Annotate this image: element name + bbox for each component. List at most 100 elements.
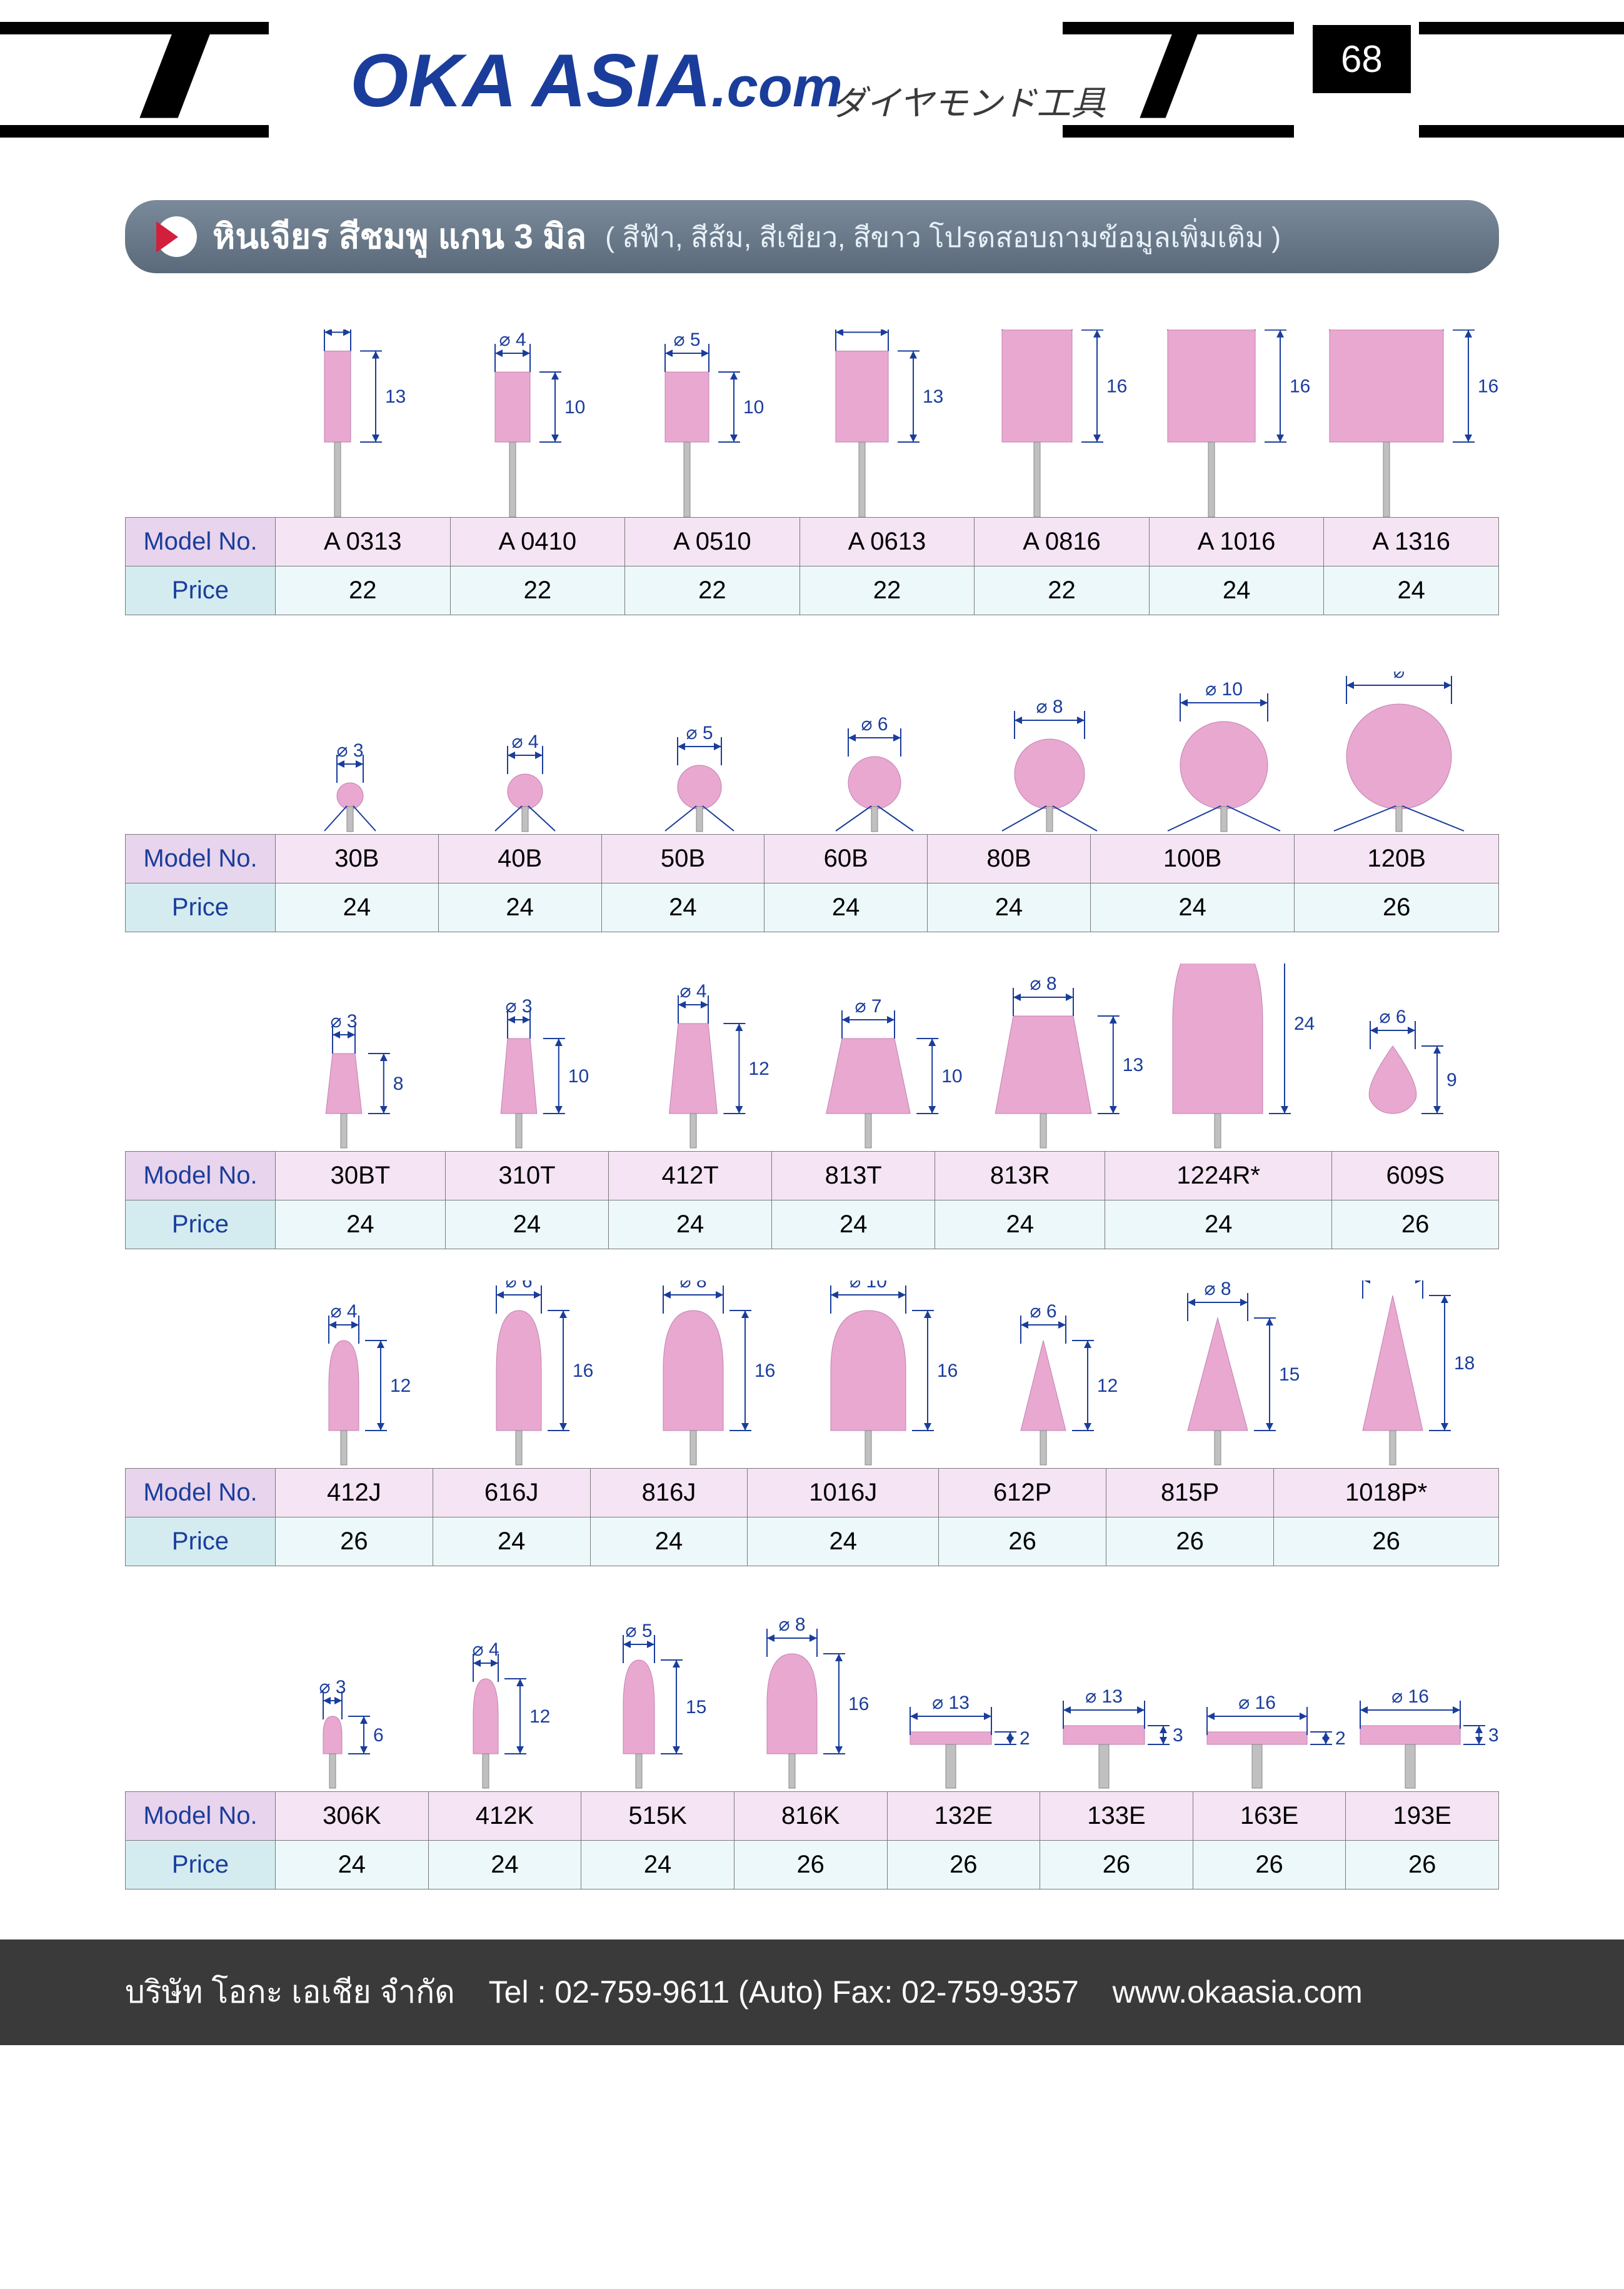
price-cell: 24 [928,883,1091,932]
svg-text:⌀ 3: ⌀ 3 [330,1011,357,1032]
price-cell: 24 [609,1200,772,1249]
svg-text:⌀ 13: ⌀ 13 [932,1693,970,1713]
svg-text:2: 2 [1020,1728,1030,1749]
model-cell: 306K [276,1792,429,1841]
model-cell: 616J [433,1469,590,1517]
footer-company: บริษัท โอกะ เอเชีย จำกัด [125,1975,455,2010]
svg-text:16: 16 [573,1361,593,1381]
svg-text:⌀ 10: ⌀ 10 [1206,679,1243,700]
diagram-cell: ⌀ 4 12 [624,963,799,1151]
model-cell: 412J [276,1469,433,1517]
price-cell: 24 [438,883,601,932]
diagram-cell: ⌀ 6 16 [450,1280,625,1468]
model-cell: 30BT [276,1152,446,1200]
brand-text: OKA ASIA [350,39,711,123]
product-group: ⌀ 3 ⌀ 4 ⌀ 5 ⌀ 6 [125,646,1499,932]
price-cell: 26 [1274,1517,1499,1566]
price-cell: 24 [601,883,764,932]
diagram-cell: ⌀ 8 16 [734,1604,887,1791]
svg-text:16: 16 [937,1361,958,1381]
svg-text:⌀ 5: ⌀ 5 [625,1621,652,1641]
model-cell: 609S [1332,1152,1499,1200]
model-cell: A 0313 [276,518,451,566]
model-label: Model No. [126,1792,276,1841]
diagram-cell: ⌀ 8 16 [624,1280,799,1468]
diagram-cell: ⌀ 3 8 [275,963,450,1151]
model-cell: A 0510 [625,518,800,566]
svg-text:10: 10 [568,1066,588,1087]
diagram-cell: ⌀ 4 12 [428,1604,581,1791]
price-cell: 26 [276,1517,433,1566]
model-cell: 813T [772,1152,935,1200]
svg-text:12: 12 [749,1059,769,1079]
diagram-cell: ⌀ 3 [275,646,450,834]
price-cell: 26 [1106,1517,1274,1566]
price-cell: 24 [764,883,928,932]
diagram-cell: ⌀ 6 12 [975,1280,1150,1468]
model-cell: 100B [1090,835,1295,883]
svg-text:8: 8 [393,1074,404,1094]
model-label: Model No. [126,835,276,883]
spec-table: Model No.306K412K515K816K132E133E163E193… [125,1791,1499,1889]
diagram-cell: ⌀ 5 [624,646,799,834]
svg-text:⌀ 8: ⌀ 8 [680,1280,707,1292]
price-cell: 26 [1332,1200,1499,1249]
svg-text:12: 12 [390,1376,411,1396]
svg-text:13: 13 [385,386,406,407]
svg-text:13: 13 [1123,1055,1143,1075]
diagram-cell: ⌀ 16 2 [1193,1604,1346,1791]
svg-text:6: 6 [373,1725,384,1746]
price-cell: 24 [276,1200,446,1249]
svg-text:⌀ 3: ⌀ 3 [319,1677,346,1698]
page-header: /// // OKA ASIA.com ダイヤモンド工具 68 [0,0,1624,163]
brand-logo: OKA ASIA.com [350,38,843,124]
diagram-cell: ⌀ 3 6 [275,1604,428,1791]
page-number: 68 [1313,25,1411,93]
price-cell: 22 [975,566,1150,615]
model-label: Model No. [126,518,276,566]
model-cell: A 0410 [450,518,625,566]
svg-text:⌀ 6: ⌀ 6 [1380,1007,1406,1027]
spec-table: Model No.A 0313A 0410A 0510A 0613A 0816A… [125,517,1499,615]
svg-text:⌀ 4: ⌀ 4 [499,330,526,350]
svg-text:⌀ 4: ⌀ 4 [680,981,707,1002]
svg-text:3: 3 [1173,1725,1183,1746]
model-cell: 412T [609,1152,772,1200]
price-cell: 24 [445,1200,608,1249]
spec-table: Model No.412J616J816J1016J612P815P1018P*… [125,1468,1499,1566]
price-cell: 24 [590,1517,748,1566]
price-cell: 24 [1149,566,1324,615]
decor-line [1063,22,1294,34]
groups-container: ⌀ 3 13 ⌀ 4 10 ⌀ 5 [0,298,1624,1889]
price-cell: 24 [276,883,439,932]
catalog-page: /// // OKA ASIA.com ダイヤモンド工具 68 หินเจียร… [0,0,1624,2045]
price-cell: 26 [1295,883,1499,932]
diagram-cell: ⌀ 6 9 [1324,963,1499,1151]
diagram-cell: ⌀ 3 13 [275,298,450,517]
model-cell: 515K [581,1792,734,1841]
svg-text:⌀ 4: ⌀ 4 [473,1639,499,1660]
product-group: ⌀ 4 12 ⌀ 6 16 ⌀ 8 [125,1280,1499,1566]
model-label: Model No. [126,1469,276,1517]
svg-text:⌀ 4: ⌀ 4 [330,1301,357,1322]
diagram-cell: ⌀ 4 10 [450,298,625,517]
diagram-cell: ⌀ 12 24 [1150,963,1325,1151]
model-cell: 612P [939,1469,1106,1517]
decor-line [1419,125,1624,138]
svg-text:⌀ 8: ⌀ 8 [1030,973,1056,994]
decor-line [1419,22,1624,34]
price-label: Price [126,1841,276,1889]
diagram-cell: ⌀ 7 10 [799,963,975,1151]
price-cell: 24 [748,1517,939,1566]
diagram-row: ⌀ 4 12 ⌀ 6 16 ⌀ 8 [275,1280,1499,1468]
section-title-bar: หินเจียร สีชมพู แกน 3 มิล ( สีฟ้า, สีส้ม… [125,200,1499,273]
price-cell: 22 [450,566,625,615]
model-cell: 132E [887,1792,1040,1841]
svg-text:10: 10 [564,397,585,418]
diagram-cell: ⌀ 4 12 [275,1280,450,1468]
svg-text:16: 16 [1290,376,1310,396]
price-cell: 24 [428,1841,581,1889]
svg-text:⌀ 8: ⌀ 8 [778,1614,805,1635]
svg-text:12: 12 [529,1706,550,1727]
model-cell: 133E [1040,1792,1193,1841]
